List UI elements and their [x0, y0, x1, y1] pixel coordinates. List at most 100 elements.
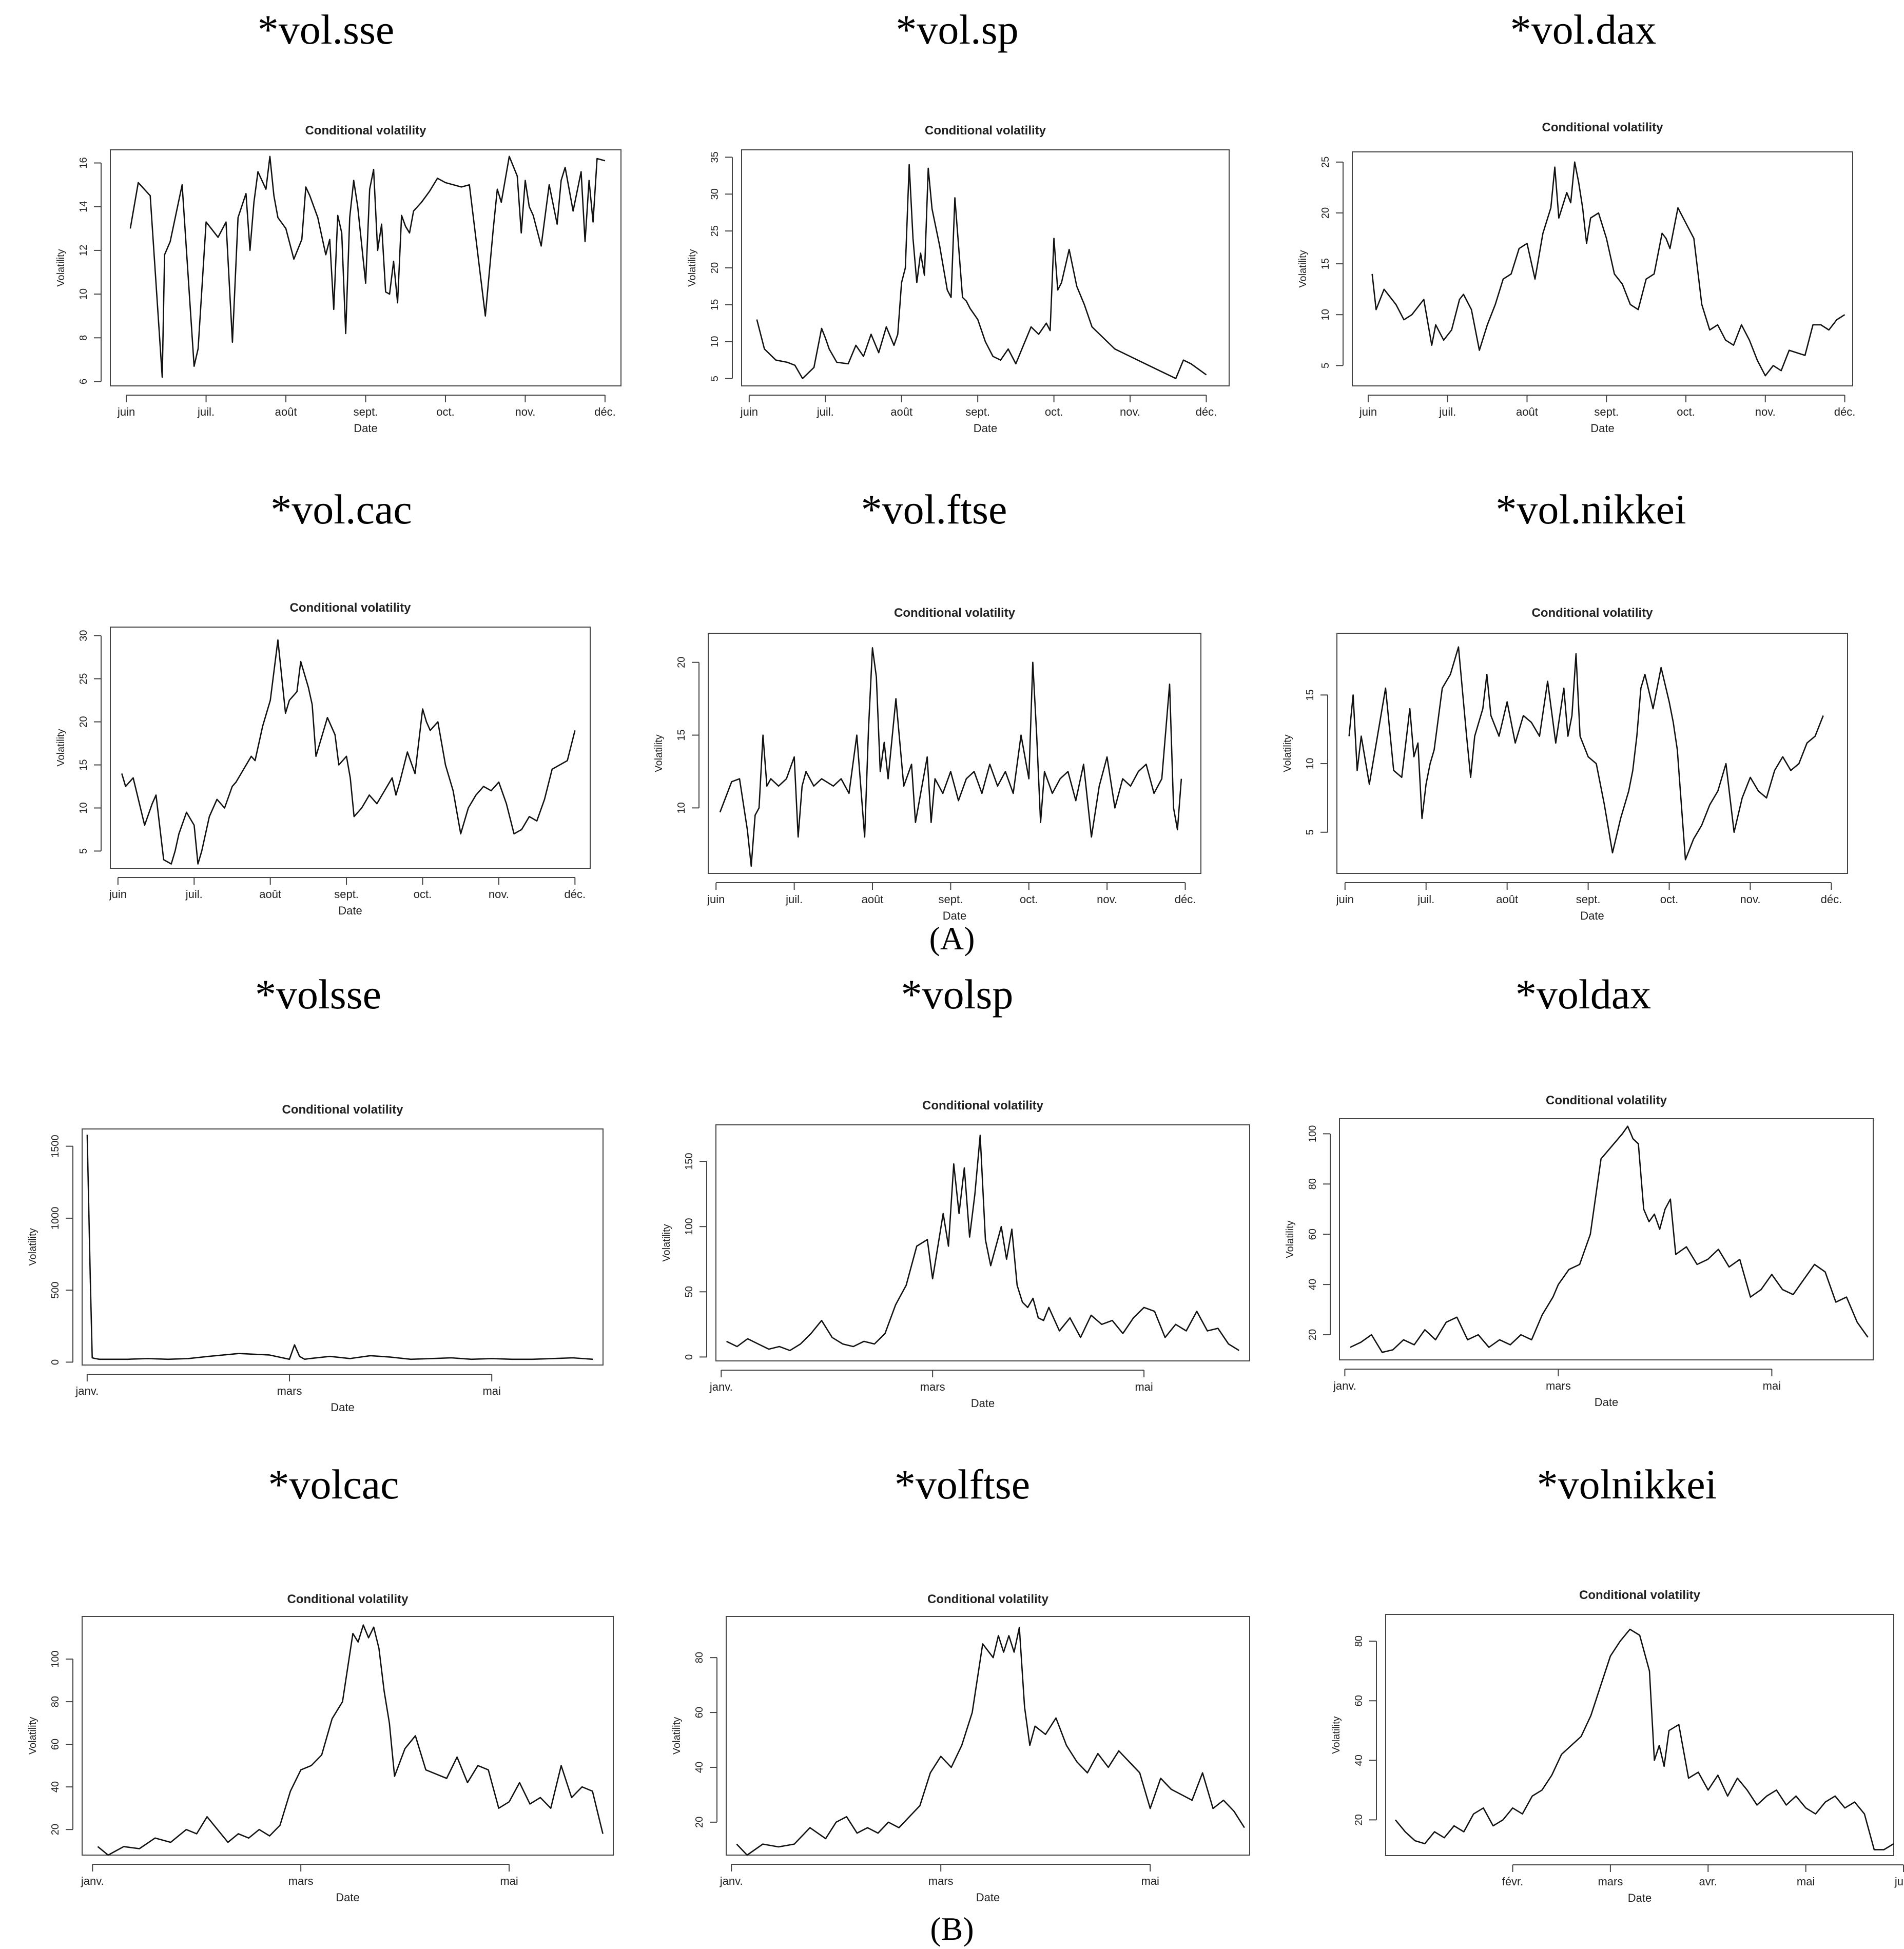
y-tick-label: 10 [676, 802, 687, 813]
chart-12: *volnikkei Conditional volatility févr. mar… [1331, 1461, 1904, 1904]
plot-frame [82, 1616, 614, 1856]
x-tick-label: juil. [1417, 893, 1434, 906]
y-tick-label: 80 [50, 1696, 61, 1707]
panel-label-b: (B) [930, 1911, 974, 1947]
y-tick-label: 1000 [50, 1207, 61, 1230]
x-tick-label: mars [288, 1875, 314, 1887]
y-axis-label: Volatility [687, 249, 698, 286]
y-tick-label: 5 [1305, 829, 1316, 835]
x-axis-label: Date [331, 1401, 354, 1414]
chart-title: Conditional volatility [287, 1592, 409, 1606]
chart-title: Conditional volatility [922, 1099, 1044, 1113]
x-tick-label: mars [1546, 1379, 1571, 1392]
chart-heading: *volsse [255, 971, 381, 1018]
y-tick-label: 100 [684, 1218, 695, 1235]
y-axis-label: Volatility [653, 734, 665, 772]
y-tick-label: 16 [78, 157, 89, 168]
chart-10: *volcac Conditional volatility janv. mars ma… [27, 1461, 614, 1904]
y-tick-label: 8 [78, 335, 89, 341]
y-tick-label: 10 [78, 802, 89, 813]
chart-1: *vol.sse Conditional volatility juin juil. a… [55, 6, 621, 435]
y-tick-label: 150 [684, 1153, 695, 1170]
x-tick-label: oct. [1045, 405, 1063, 418]
y-tick-label: 20 [1320, 207, 1331, 219]
chart-8: *volsp Conditional volatility janv. mars mai… [661, 971, 1250, 1410]
x-tick-label: juil. [817, 405, 834, 418]
y-tick-label: 60 [50, 1739, 61, 1750]
y-tick-label: 35 [709, 151, 721, 163]
x-axis-label: Date [1628, 1892, 1652, 1904]
chart-9: *voldax Conditional volatility janv. mars ma… [1285, 971, 1874, 1409]
x-tick-label: août [259, 888, 281, 901]
x-tick-label: mai [1141, 1875, 1159, 1887]
x-tick-label: oct. [1020, 893, 1038, 906]
x-tick-label: mai [1797, 1875, 1815, 1888]
x-tick-label: janv. [81, 1875, 104, 1887]
x-tick-label: juin [1359, 405, 1377, 418]
x-tick-label: août [1516, 405, 1538, 418]
chart-heading: *vol.ftse [861, 486, 1007, 533]
y-tick-label: 10 [1320, 309, 1331, 320]
y-tick-label: 15 [78, 759, 89, 770]
y-axis-label: Volatility [27, 1228, 38, 1265]
y-tick-label: 20 [1353, 1814, 1365, 1825]
y-tick-label: 5 [709, 376, 721, 381]
chart-2: *vol.sp Conditional volatility juin juil. ao… [687, 6, 1230, 435]
y-tick-label: 5 [78, 848, 89, 854]
series-line [1348, 646, 1824, 861]
x-tick-label: sept. [965, 405, 990, 418]
chart-title: Conditional volatility [1542, 121, 1663, 134]
series-line [121, 639, 576, 865]
y-axis-label: Volatility [55, 249, 67, 286]
x-axis-label: Date [974, 422, 997, 435]
y-tick-label: 60 [1353, 1695, 1365, 1706]
y-axis-label: Volatility [1282, 734, 1293, 772]
x-tick-label: août [862, 893, 884, 906]
plot-frame [110, 149, 621, 386]
chart-11: *volftse Conditional volatility janv. mars m… [671, 1461, 1250, 1904]
y-tick-label: 100 [50, 1650, 61, 1667]
x-tick-label: mars [277, 1385, 302, 1397]
chart-3: *vol.dax Conditional volatility juin juil. a… [1297, 6, 1855, 435]
y-tick-label: 50 [684, 1286, 695, 1297]
plot-frame [110, 627, 591, 869]
y-tick-label: 20 [1307, 1329, 1318, 1340]
plot-frame [741, 149, 1230, 386]
x-tick-label: juil. [197, 405, 215, 418]
y-tick-label: 80 [694, 1652, 705, 1663]
chart-heading: *vol.sse [258, 6, 395, 53]
y-axis-label: Volatility [671, 1717, 683, 1755]
chart-title: Conditional volatility [282, 1103, 403, 1117]
y-tick-label: 40 [50, 1781, 61, 1792]
series-line [1350, 1125, 1869, 1353]
series-line [1371, 161, 1845, 377]
y-tick-label: 25 [78, 673, 89, 685]
x-tick-label: sept. [1576, 893, 1601, 906]
chart-5: *vol.ftse Conditional volatility juin juil.… [653, 486, 1201, 922]
panel-label-a: (A) [929, 920, 975, 957]
chart-title: Conditional volatility [925, 124, 1046, 138]
x-tick-label: janv. [720, 1875, 743, 1887]
x-tick-label: déc. [1175, 893, 1196, 906]
x-tick-label: mai [500, 1875, 518, 1887]
x-axis-label: Date [336, 1891, 359, 1904]
series-line [726, 1135, 1240, 1351]
x-tick-label: oct. [436, 405, 454, 418]
series-line [736, 1627, 1245, 1856]
x-tick-label: avr. [1699, 1875, 1717, 1888]
y-tick-label: 5 [1320, 363, 1331, 368]
y-axis-label: Volatility [1297, 250, 1309, 287]
x-axis-label: Date [971, 1397, 995, 1410]
x-tick-label: déc. [594, 405, 616, 418]
x-tick-label: juil. [1439, 405, 1456, 418]
chart-7: *volsse Conditional volatility janv. mars ma… [27, 971, 604, 1414]
x-tick-label: oct. [1660, 893, 1678, 906]
y-tick-label: 14 [78, 201, 89, 212]
plot-frame [715, 1124, 1250, 1361]
y-tick-label: 20 [709, 262, 721, 274]
x-tick-label: nov. [1740, 893, 1760, 906]
x-tick-label: janv. [1333, 1379, 1356, 1392]
x-tick-label: août [1496, 893, 1518, 906]
chart-heading: *vol.dax [1510, 6, 1657, 53]
plot-frame [1352, 151, 1853, 386]
